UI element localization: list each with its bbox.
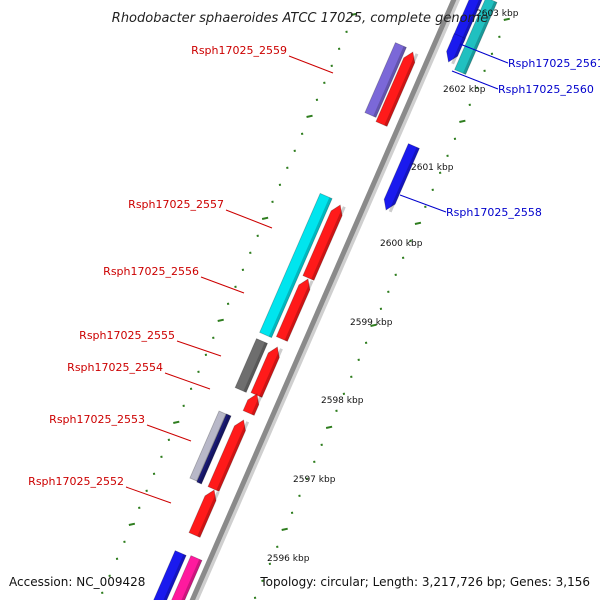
gene-label-left: Rsph17025_2555 (79, 329, 175, 342)
gene-label-left: Rsph17025_2559 (191, 44, 287, 57)
gene-rsph17025-2555-shade (243, 342, 268, 393)
tick-mark (414, 221, 422, 225)
gene-label-left: Rsph17025_2556 (103, 265, 199, 278)
gene-features (153, 0, 498, 600)
gene-rsph17025-2554-shade (251, 395, 263, 416)
tick-mark (459, 119, 466, 123)
gene-label-left: Rsph17025_2553 (49, 413, 145, 426)
leader-line (146, 424, 192, 442)
tick-mark (350, 12, 358, 16)
gene-rsph17025-2559 (364, 42, 407, 118)
tick-marks (101, 12, 511, 599)
gene-rsph17025-2559-shade (373, 46, 407, 118)
leader-line (451, 70, 499, 90)
label-leader-lines (125, 43, 509, 504)
gene-rsph17025-2555-red-shade (259, 348, 283, 398)
gene-label-right: Rsph17025_2561 (508, 57, 600, 70)
scale-label: 2597 kbp (293, 475, 336, 485)
tick-mark (128, 522, 136, 526)
gene-rsph17025-2552-shade (197, 491, 220, 538)
gene-label-left: Rsph17025_2552 (28, 475, 124, 488)
gene-labels: Rsph17025_2559 Rsph17025_2557 Rsph17025_25… (28, 44, 600, 488)
gene-rsph17025-2553-stripe (196, 413, 232, 485)
gene-rsph17025-2558-red-shade (384, 53, 419, 127)
gene-label-right: Rsph17025_2560 (498, 83, 594, 96)
tick-mark (325, 425, 333, 429)
tick-mark (261, 216, 269, 220)
leader-line (459, 43, 509, 64)
gene-label-left: Rsph17025_2557 (128, 198, 224, 211)
gene-bottom-magenta (171, 555, 203, 600)
gene-rsph17025-2557-cyan-shade (268, 197, 333, 338)
gene-bottom-blue-shade (163, 554, 187, 600)
gene-label-left: Rsph17025_2554 (67, 361, 163, 374)
leader-line (399, 194, 447, 213)
gene-rsph17025-2554 (242, 393, 260, 416)
accession-text: Accession: NC_009428 (9, 575, 146, 589)
tick-mark (370, 323, 377, 327)
gene-rsph17025-2553-stripe-shade (198, 414, 232, 484)
scale-label: 2600 kbp (380, 239, 423, 249)
gene-rsph17025-2561 (452, 0, 483, 43)
gene-rsph17025-2558-red (375, 51, 416, 127)
leader-line (176, 340, 222, 357)
tick-mark (173, 420, 180, 424)
leader-line (164, 372, 211, 390)
gene-bottom-blue (153, 550, 187, 600)
scale-label-partial: 2603 kbp (476, 9, 519, 19)
genome-title: Rhodobacter sphaeroides ATCC 17025, comp… (111, 11, 489, 26)
scale-label: 2601 kbp (411, 163, 454, 173)
leader-line (125, 486, 172, 504)
tick-mark (217, 318, 224, 322)
gene-rsph17025-2557 (302, 204, 343, 281)
gene-bottom-magenta-shade (181, 559, 202, 600)
scale-label: 2602 kbp (443, 85, 486, 95)
gene-label-right: Rsph17025_2558 (446, 206, 542, 219)
gene-rsph17025-2552 (188, 489, 217, 538)
tick-mark (503, 17, 511, 21)
gene-rsph17025-2553-shade (216, 421, 250, 492)
gene-rsph17025-2557-shade (311, 206, 346, 281)
backbone-line (189, 0, 461, 600)
tick-mark (306, 114, 313, 118)
gene-rsph17025-2558-shade (388, 147, 420, 213)
leader-line (225, 209, 273, 229)
gene-rsph17025-2561-b (446, 33, 466, 63)
tick-mark (281, 527, 288, 531)
leader-line (288, 55, 334, 74)
gene-rsph17025-2557-cyan (259, 192, 333, 339)
leader-line (200, 276, 245, 294)
gene-rsph17025-2561-shade (460, 0, 483, 43)
scale-label: 2596 kbp (267, 554, 310, 564)
scale-label: 2598 kbp (321, 396, 364, 406)
gene-rsph17025-2561-b-shade (451, 37, 466, 65)
gene-rsph17025-2553 (207, 419, 246, 492)
gene-rsph17025-2556 (275, 278, 311, 342)
gene-rsph17025-2560-shade (462, 1, 498, 75)
gene-rsph17025-2556-shade (284, 280, 314, 342)
scale-label: 2599 kbp (350, 318, 393, 328)
gene-rsph17025-2555 (234, 338, 269, 393)
scale-labels: 2602 kbp 2601 kbp 2600 kbp 2599 kbp 2598 kbp… (267, 9, 519, 564)
genome-summary-text: Topology: circular; Length: 3,217,726 bp… (260, 575, 590, 589)
gene-rsph17025-2558 (383, 143, 420, 211)
